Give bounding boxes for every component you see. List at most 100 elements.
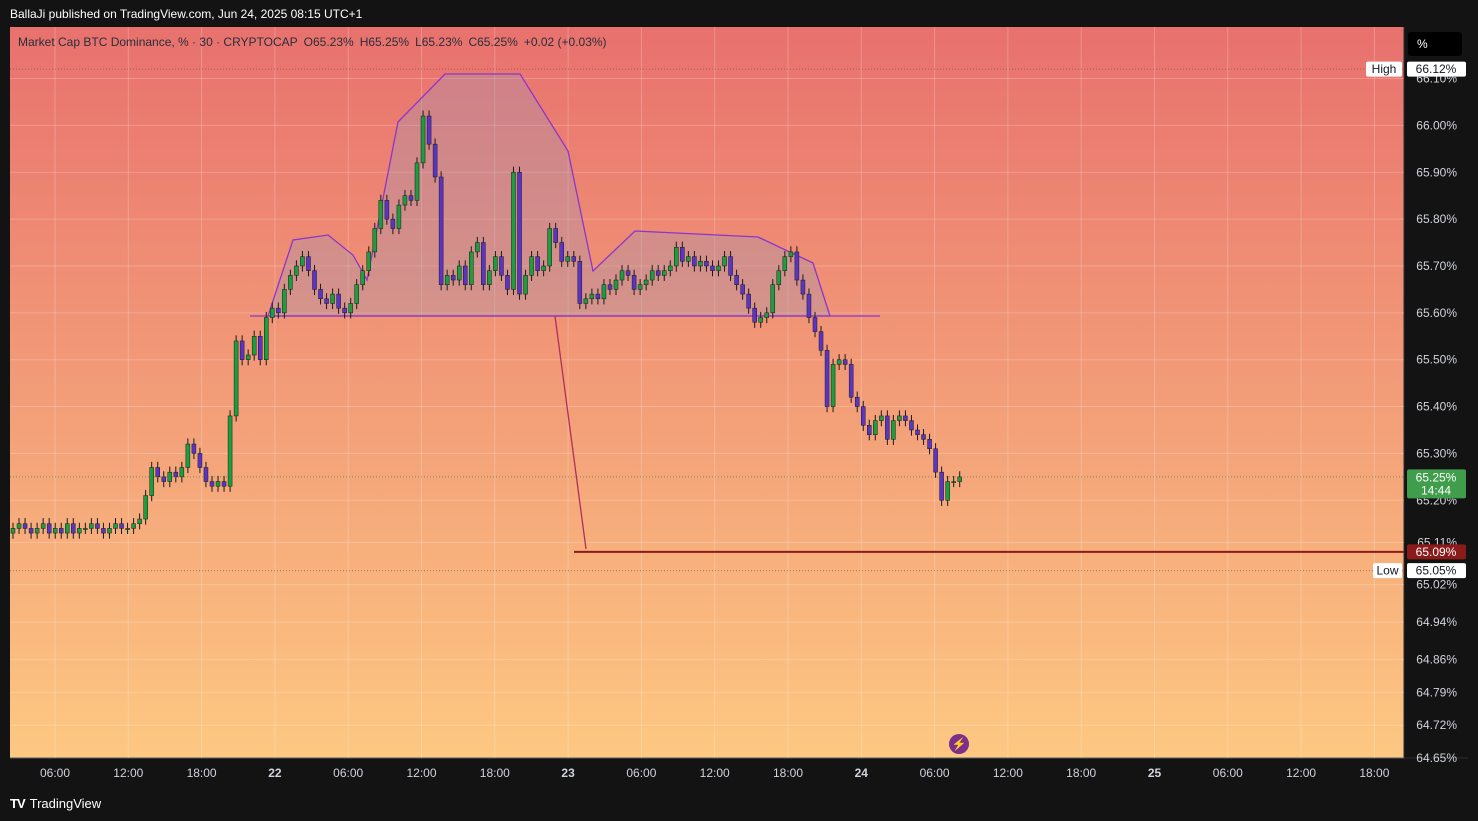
price-tick-label: 65.02%: [1416, 578, 1457, 592]
candle-body: [107, 528, 112, 534]
tradingview-logo-icon: TV: [10, 796, 26, 811]
candle-body: [794, 251, 800, 281]
candle-body: [867, 425, 872, 435]
time-tick-label: 18:00: [480, 766, 510, 780]
low-badge-box: [1407, 563, 1466, 579]
candle-body: [728, 256, 733, 276]
candle-body: [125, 528, 130, 530]
candle-body: [83, 528, 88, 530]
legend-low: L65.23%: [415, 35, 463, 49]
percent-scale-button[interactable]: %: [1408, 32, 1462, 56]
candle-body: [354, 284, 359, 304]
candle-body: [330, 293, 335, 304]
candle-body: [571, 256, 577, 262]
candle-body: [239, 340, 245, 360]
last-price-badge-text: 14:44: [1421, 483, 1451, 497]
time-tick-label: 06:00: [626, 766, 656, 780]
candle-body: [680, 246, 685, 262]
target-badge-text: 65.09%: [1416, 545, 1457, 559]
candle-body: [161, 476, 166, 482]
candle-body: [589, 293, 595, 300]
low-badge-text: 65.05%: [1416, 564, 1457, 578]
candle-body: [716, 265, 721, 271]
candle-body: [89, 523, 94, 529]
candle-body: [927, 439, 932, 449]
price-tick-label: 64.65%: [1416, 751, 1457, 765]
time-tick-label: 24: [855, 766, 869, 780]
candle-body: [722, 256, 727, 267]
high-badge-text: 66.12%: [1416, 62, 1457, 76]
candle-body: [873, 420, 878, 435]
candle-body: [818, 331, 824, 351]
candle-body: [511, 172, 516, 290]
candle-body: [300, 256, 305, 267]
candle-body: [65, 523, 70, 534]
candle-body: [131, 523, 136, 529]
candle-body: [77, 528, 82, 534]
candle-body: [800, 279, 806, 295]
candle-body: [52, 528, 58, 534]
price-badges: 66.12% 65.05% 65.09% 65.25%14:44 High Low: [1366, 61, 1466, 579]
candle-body: [426, 115, 432, 145]
candle-body: [692, 256, 697, 267]
candle-body: [414, 162, 420, 201]
candle-body: [209, 481, 215, 487]
candle-body: [372, 228, 378, 253]
price-axis-background: [1404, 27, 1468, 758]
target-badge-box: [1407, 544, 1466, 560]
candle-body: [463, 265, 468, 285]
legend-change: +0.02 (+0.03%): [523, 35, 607, 49]
candle-body: [879, 415, 884, 421]
price-tick-label: 64.79%: [1416, 685, 1457, 699]
high-badge-box: [1407, 61, 1466, 77]
tradingview-logo[interactable]: TV TradingView: [10, 796, 101, 811]
flash-icon[interactable]: ⚡: [949, 734, 969, 754]
price-tick-label: 65.40%: [1416, 400, 1457, 414]
candle-body: [601, 284, 607, 300]
time-tick-label: 06:00: [333, 766, 363, 780]
candle-body: [583, 298, 589, 304]
time-tick-label: 12:00: [993, 766, 1023, 780]
candle-body: [529, 256, 534, 276]
time-tick-label: 12:00: [1286, 766, 1316, 780]
candle-body: [607, 284, 613, 290]
time-tick-label: 22: [268, 766, 282, 780]
time-tick-label: 06:00: [40, 766, 70, 780]
candle-body: [909, 420, 914, 431]
last-price-badge-text: 65.25%: [1416, 470, 1457, 484]
time-axis[interactable]: 06:00 12:00 18:00 22 06:00 12:00 18:00 23 06:00 1…: [40, 766, 1390, 780]
candle-body: [915, 429, 920, 435]
candle-body: [939, 471, 944, 501]
candle-body: [553, 228, 558, 243]
candle-body: [390, 218, 396, 229]
candle-body: [185, 443, 191, 468]
candle-body: [655, 270, 661, 276]
candle-body: [444, 275, 450, 285]
candle-body: [155, 467, 160, 478]
candle-body: [360, 270, 365, 285]
publish-info: BallaJi published on TradingView.com, Ju…: [10, 7, 363, 21]
price-axis[interactable]: 66.10%66.00%65.90%65.80%65.70%65.60%65.5…: [1416, 72, 1457, 765]
chart-svg[interactable]: 66.10%66.00%65.90%65.80%65.70%65.60%65.5…: [10, 27, 1468, 786]
price-tick-label: 65.80%: [1416, 212, 1457, 226]
price-tick-label: 66.00%: [1416, 118, 1457, 132]
legend-close: C65.25%: [468, 35, 518, 49]
time-tick-label: 12:00: [700, 766, 730, 780]
time-tick-label: 23: [561, 766, 575, 780]
candle-body: [734, 275, 739, 285]
high-label-box: [1366, 61, 1402, 77]
candle-body: [40, 523, 46, 529]
candle-body: [848, 364, 854, 398]
candle-body: [475, 242, 480, 253]
candle-body: [294, 265, 299, 276]
candle-body: [891, 420, 896, 440]
candle-body: [661, 270, 667, 276]
plot-background: [10, 27, 1404, 758]
candle-body: [517, 172, 522, 295]
candle-body: [438, 176, 444, 285]
chart-area[interactable]: 66.10% 66.00% 65.90% 65.80% 65.70% 65.60% 65.5…: [10, 27, 1468, 786]
price-tick-label: 64.86%: [1416, 653, 1457, 667]
time-tick-label: 06:00: [920, 766, 950, 780]
candle-body: [577, 261, 583, 304]
candle-body: [523, 275, 528, 295]
